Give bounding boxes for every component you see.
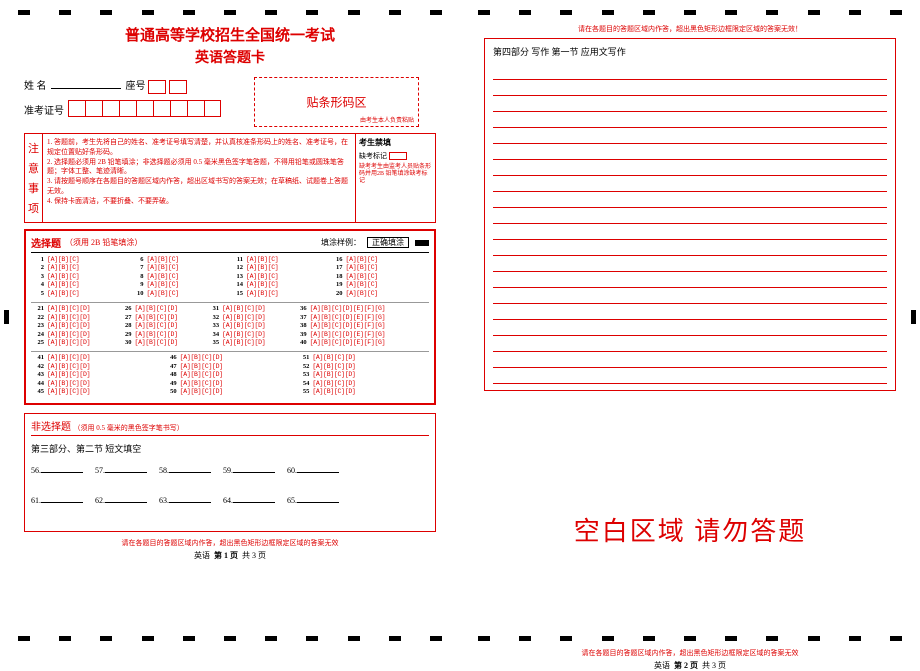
notice-right: 考生禁填 缺考标记 缺考考生由监考人员贴条形码并用2B 铅笔填涂缺考标记 <box>355 134 435 222</box>
multiple-choice-box: 选择题 （须用 2B 铅笔填涂） 填涂样例： 正确填涂 1[A][B][C]2[… <box>24 229 436 405</box>
page-number-2: 英语 第 2 页 共 3 页 <box>478 660 902 671</box>
seat-box-1[interactable] <box>148 80 166 94</box>
blank-warning: 空白区域 请勿答题 <box>478 511 902 548</box>
student-info: 姓 名 座号 准考证号 贴条形码区 由考生本人负责粘贴 <box>18 77 442 127</box>
essay-title: 第四部分 写作 第一节 应用文写作 <box>493 45 887 58</box>
seat-box-2[interactable] <box>169 80 187 94</box>
open-response-box: 非选择题 （须用 0.5 毫米的黑色签字笔书写） 第三部分、第二节 短文填空 5… <box>24 413 436 532</box>
essay-lines[interactable] <box>493 64 887 384</box>
exam-id-boxes[interactable] <box>68 100 221 120</box>
barcode-area[interactable]: 贴条形码区 由考生本人负责粘贴 <box>254 77 419 127</box>
footer-note-2: 请在各题目的答题区域内作答，超出黑色矩形边框限定区域的答案无效 <box>478 648 902 658</box>
page-2: 请在各题目的答题区域内作答，超出黑色矩形边框限定区域的答案无效！ 第四部分 写作… <box>460 0 920 651</box>
fill-label: 填涂样例： <box>321 238 361 247</box>
timing-marks-bottom <box>18 636 442 641</box>
absent-note: 缺考考生由监考人员贴条形码并用2B 铅笔填涂缺考标记 <box>359 164 432 186</box>
barcode-note: 由考生本人负责粘贴 <box>360 115 414 124</box>
name-field[interactable] <box>51 77 121 89</box>
fill-correct: 正确填涂 <box>367 237 409 248</box>
open-subtitle: （须用 0.5 毫米的黑色签字笔书写） <box>74 424 184 432</box>
footer-note-1: 请在各题目的答题区域内作答，超出黑色矩形边框限定区域的答案无效 <box>18 538 442 548</box>
seat-label: 座号 <box>126 77 146 92</box>
page2-top-note: 请在各题目的答题区域内作答，超出黑色矩形边框限定区域的答案无效！ <box>478 24 902 34</box>
bubble-grid-4opt-b[interactable]: 41[A][B][C][D]42[A][B][C][D]43[A][B][C][… <box>31 354 429 398</box>
timing-marks-top <box>18 10 442 15</box>
mc-subtitle: （须用 2B 铅笔填涂） <box>65 237 142 248</box>
bubble-grid-3opt[interactable]: 1[A][B][C]2[A][B][C]3[A][B][C]4[A][B][C]… <box>31 256 429 300</box>
side-mark <box>4 310 9 324</box>
blanks-area[interactable]: 56.57.58.59.60.61.62.63.64.65. <box>31 465 429 505</box>
fill-sample-icon <box>415 240 429 246</box>
page-1: 普通高等学校招生全国统一考试 英语答题卡 姓 名 座号 准考证号 贴条形码区 由… <box>0 0 460 651</box>
essay-box[interactable]: 第四部分 写作 第一节 应用文写作 <box>484 38 896 391</box>
absent-label: 缺考标记 <box>359 152 387 160</box>
barcode-label: 贴条形码区 <box>306 94 366 111</box>
notice-box: 注意事项 1. 答题前，考生先将自己的姓名、准考证号填写清楚，并认真核准条形码上… <box>24 133 436 223</box>
page-number-1: 英语 第 1 页 共 3 页 <box>18 550 442 561</box>
side-mark-2 <box>911 310 916 324</box>
timing-marks-top-2 <box>478 10 902 15</box>
exam-id-label: 准考证号 <box>24 102 64 117</box>
timing-marks-bottom-2 <box>478 636 902 641</box>
name-label: 姓 名 <box>24 77 47 92</box>
notice-body: 1. 答题前，考生先将自己的姓名、准考证号填写清楚，并认真核准条形码上的姓名、准… <box>43 134 355 222</box>
absent-mark[interactable] <box>389 152 407 160</box>
notice-header: 注意事项 <box>25 134 43 222</box>
bubble-grid-4opt-a[interactable]: 21[A][B][C][D]22[A][B][C][D]23[A][B][C][… <box>31 305 429 349</box>
card-title: 英语答题卡 <box>18 47 442 67</box>
open-title: 非选择题 <box>31 422 71 433</box>
exam-title: 普通高等学校招生全国统一考试 <box>18 24 442 45</box>
section-label: 第三部分、第二节 短文填空 <box>31 442 429 455</box>
mc-title: 选择题 <box>31 235 61 250</box>
